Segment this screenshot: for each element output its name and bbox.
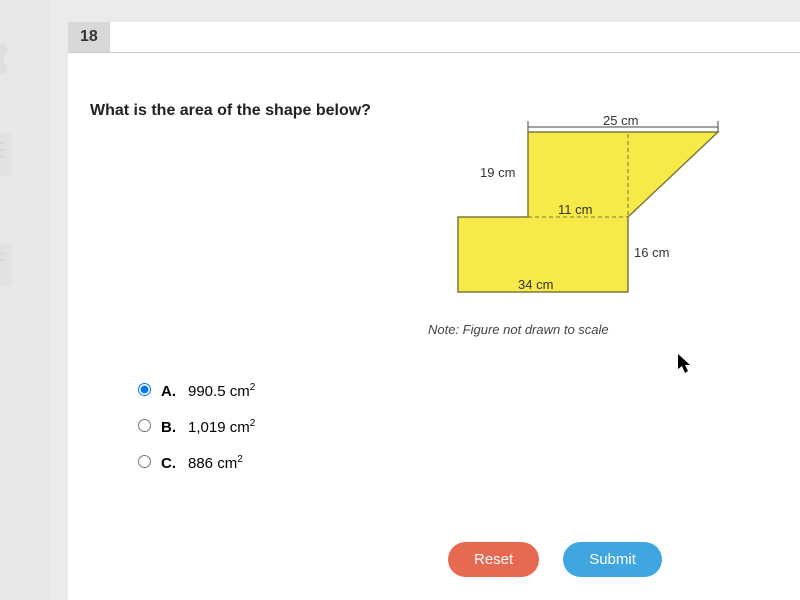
- radio-a[interactable]: [138, 383, 151, 396]
- answer-list: A. 990.5 cm2 B. 1,019 cm2 C. 886 cm2: [138, 382, 255, 490]
- answer-option-b[interactable]: B. 1,019 cm2: [138, 418, 255, 436]
- shape-svg: [418, 117, 738, 317]
- sidebar-bg: [0, 0, 50, 600]
- question-text: What is the area of the shape below?: [90, 102, 371, 120]
- dim-top: 25 cm: [603, 113, 638, 128]
- answer-text: 990.5 cm2: [188, 382, 255, 400]
- dim-left-upper: 19 cm: [480, 165, 515, 180]
- figure: 25 cm 19 cm 11 cm 16 cm 34 cm: [418, 117, 738, 337]
- answer-text: 1,019 cm2: [188, 418, 255, 436]
- doc-icon: [0, 240, 15, 290]
- dim-right-lower: 16 cm: [634, 245, 669, 260]
- dim-bottom: 34 cm: [518, 277, 553, 292]
- doc-icon: [0, 130, 15, 180]
- answer-option-a[interactable]: A. 990.5 cm2: [138, 382, 255, 400]
- radio-b[interactable]: [138, 419, 151, 432]
- submit-button[interactable]: Submit: [563, 542, 662, 577]
- cursor-icon: [678, 354, 694, 379]
- answer-option-c[interactable]: C. 886 cm2: [138, 454, 255, 472]
- figure-note: Note: Figure not drawn to scale: [428, 322, 609, 337]
- gear-icon: [0, 30, 10, 85]
- reset-button[interactable]: Reset: [448, 542, 539, 577]
- answer-letter: B.: [161, 419, 176, 436]
- question-number-badge: 18: [68, 22, 110, 52]
- dim-inner: 11 cm: [558, 202, 592, 217]
- divider: [68, 52, 800, 53]
- radio-c[interactable]: [138, 455, 151, 468]
- button-row: Reset Submit: [448, 542, 662, 577]
- answer-letter: A.: [161, 383, 176, 400]
- question-panel: 18 What is the area of the shape below? …: [68, 22, 800, 600]
- answer-letter: C.: [161, 455, 176, 472]
- answer-text: 886 cm2: [188, 454, 243, 472]
